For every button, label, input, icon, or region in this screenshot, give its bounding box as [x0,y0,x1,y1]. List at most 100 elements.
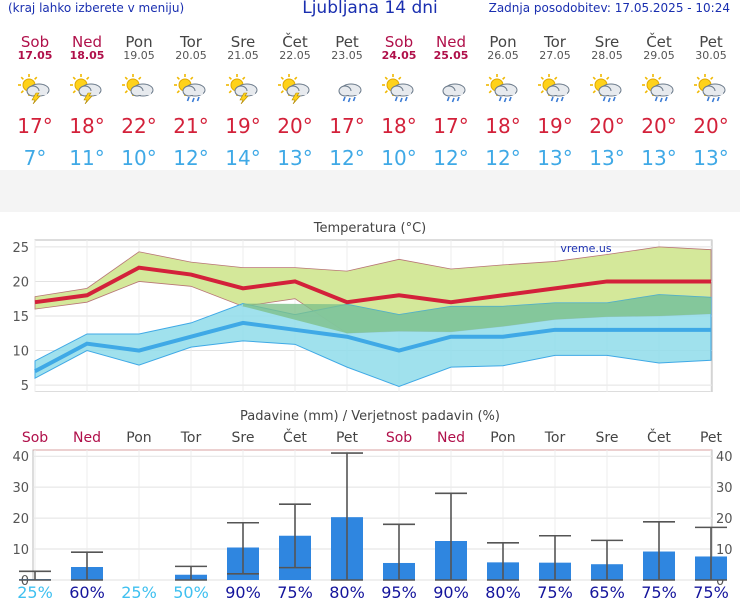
lightning-icon [83,92,93,105]
rain-drops-icon [602,96,616,103]
y-tick-label-right: 40 [716,450,733,465]
precipitation-chart: Padavine (mm) / Verjetnost padavin (%) So… [12,409,733,600]
max-temperature: 20° [641,114,677,138]
day-date: 27.05 [539,49,571,62]
y-tick-label-left: 40 [12,450,29,465]
min-temperature: 10° [381,146,417,170]
day-name: Pet [699,33,723,51]
day-label: Ned [73,430,101,446]
weather-icon-slot [9,74,61,105]
max-temperature: 19° [537,114,573,138]
y-tick-label-left: 30 [12,481,29,496]
day-label: Pon [490,430,515,446]
min-temperature: 12° [329,146,365,170]
precip-probability: 80% [485,583,521,600]
y-tick-label: 25 [12,241,29,256]
day-date: 18.05 [69,49,105,62]
day-name: Pon [125,33,153,51]
header: (kraj lahko izberete v meniju) Ljubljana… [0,0,740,20]
y-tick-label-left: 0 [21,574,29,589]
y-tick-label-right: 20 [716,512,733,527]
day-date: 22.05 [279,49,311,62]
day-date: 21.05 [227,49,259,62]
cloud-icon [650,83,674,97]
min-temperature: 12° [433,146,469,170]
day-header: Čet 29.05 [633,34,685,62]
rain-drops-icon [186,96,200,103]
precip-probability: 65% [589,583,625,600]
day-name: Sre [230,33,256,51]
cloud-icon [546,83,570,97]
rain-drops-icon [706,96,720,103]
day-name: Sre [594,33,620,51]
weather-icon-slot [217,74,269,105]
day-name: Pon [489,33,517,51]
day-label: Sre [232,430,255,446]
spacer-band [0,170,740,212]
max-temperature: 21° [173,114,209,138]
day-name: Sob [20,33,50,51]
watermark: vreme.us [560,242,612,255]
day-header: Pet 23.05 [321,34,373,62]
rain-drops-icon [498,96,512,103]
overlap-band [243,294,711,334]
day-header: Pon 26.05 [477,34,529,62]
day-header: Sre 28.05 [581,34,633,62]
precip-probability: 75% [277,583,313,600]
y-tick-label: 5 [21,379,29,392]
weather-icon-slot [581,74,633,104]
min-temperature: 7° [23,146,47,170]
sun-cloud-thunder-icon [18,74,50,105]
day-date: 17.05 [17,49,53,62]
min-temperature: 14° [225,146,261,170]
min-temperature: 10° [121,146,157,170]
y-tick-label: 15 [12,310,29,325]
day-label: Tor [544,430,566,446]
sun-cloud-thunder-icon [70,74,102,105]
min-temperature: 12° [173,146,209,170]
rain-drops-icon [446,96,460,103]
min-temperature: 13° [641,146,677,170]
precip-probability: 25% [121,583,157,600]
day-label: Pon [126,430,151,446]
min-temperature: 13° [277,146,313,170]
y-tick-label: 20 [12,275,29,290]
day-name: Čet [646,33,672,51]
day-date: 20.05 [175,49,207,62]
cloud-rain-icon [338,83,362,103]
rain-drops-icon [394,96,408,103]
min-temperature: 11° [69,146,105,170]
sun-cloud-rain-icon [590,74,622,103]
day-label: Pet [700,430,723,446]
precip-probability: 95% [381,583,417,600]
day-date: 25.05 [433,49,469,62]
sun-cloud-rain-icon [642,74,674,103]
precip-probability: 75% [641,583,677,600]
sun-cloud-thunder-icon [226,74,258,105]
weather-icon-slot [633,74,685,104]
max-temperature: 17° [433,114,469,138]
precip-probability: 60% [69,583,105,600]
max-temperature: 17° [329,114,365,138]
y-tick-label: 10 [12,345,29,360]
day-label: Ned [437,430,465,446]
day-name: Ned [72,33,102,51]
day-name: Ned [436,33,466,51]
max-temperature: 20° [693,114,729,138]
day-header: Ned 18.05 [61,34,113,62]
day-header: Tor 27.05 [529,34,581,62]
day-date: 23.05 [331,49,363,62]
day-name: Pet [335,33,359,51]
lightning-icon [291,92,301,105]
min-temperature: 13° [589,146,625,170]
weather-icon-slot [373,74,425,104]
max-temperature-line [34,265,711,305]
day-date: 26.05 [487,49,519,62]
sun-cloud-rain-icon [174,74,206,103]
sun-cloud-thunder-icon [278,74,310,105]
cloud-icon [442,83,466,97]
day-date: 28.05 [591,49,623,62]
cloud-rain-icon [442,83,466,103]
partly-cloudy-icon [122,74,154,97]
rain-drops-icon [342,96,356,103]
